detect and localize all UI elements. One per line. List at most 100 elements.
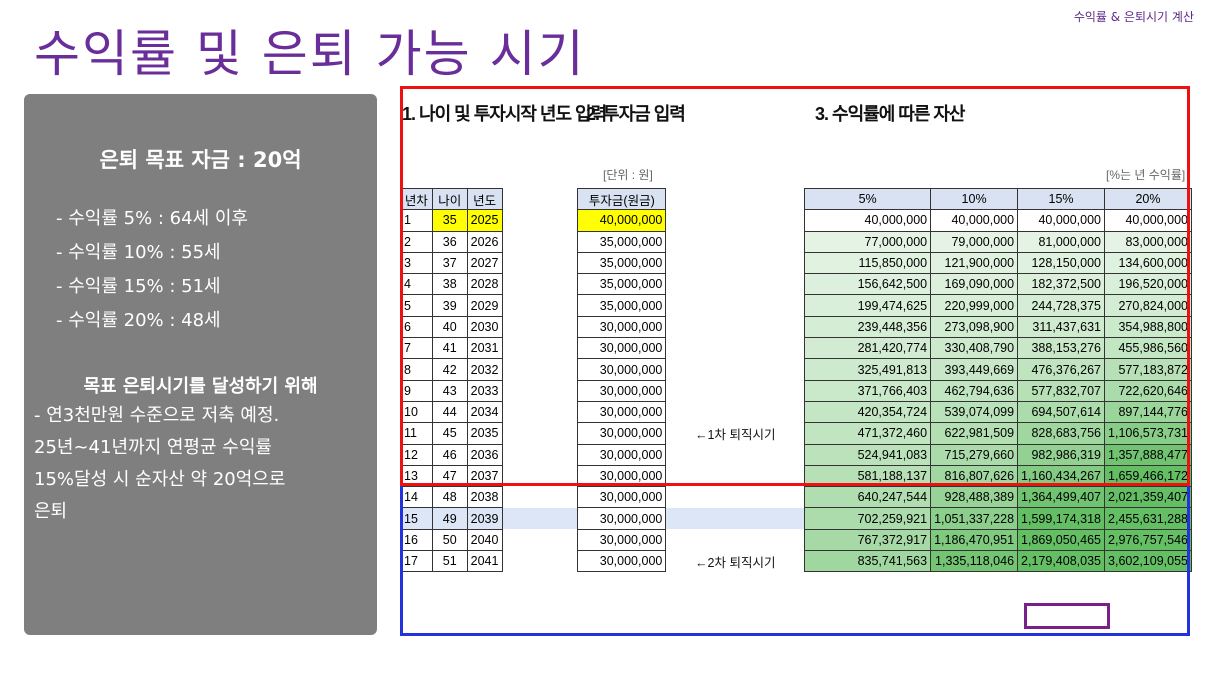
spacer-cell xyxy=(666,487,805,508)
rate-unit-label: [%는 년 수익률] xyxy=(1106,168,1186,182)
table-cell: 2036 xyxy=(466,443,503,466)
spacer-cell xyxy=(666,444,805,465)
spacer-cell xyxy=(502,189,578,210)
table-cell: 2035 xyxy=(466,422,503,445)
table-cell: 1,364,499,407 xyxy=(1017,486,1105,509)
table-cell: 715,279,660 xyxy=(930,443,1019,466)
table-cell: 311,437,631 xyxy=(1017,315,1105,339)
spacer-cell xyxy=(666,295,805,316)
table-cell: 462,794,636 xyxy=(930,379,1019,402)
spacer-cell xyxy=(502,359,578,380)
table-cell: 83,000,000 xyxy=(1104,230,1192,253)
retire-note-2: ←2차 퇴직시기 xyxy=(695,555,776,570)
table-cell: 81,000,000 xyxy=(1017,230,1105,253)
table-cell: 2,976,757,546 xyxy=(1104,528,1192,552)
table-cell: 2026 xyxy=(466,230,503,253)
table-cell: 44 xyxy=(431,400,468,424)
table-cell: 1,599,174,318 xyxy=(1017,507,1105,530)
table-cell: 38 xyxy=(431,273,468,296)
table-row: 15 49 2039 30,000,000 702,259,921 1,051,337,2… xyxy=(400,507,1192,530)
table-cell: 767,372,917 xyxy=(804,528,932,552)
table-cell: 41 xyxy=(431,337,468,360)
spacer-cell xyxy=(666,380,805,401)
table-cell: 371,766,403 xyxy=(804,379,932,402)
spacer-cell xyxy=(502,551,578,572)
table-cell: 2030 xyxy=(466,315,503,339)
table-cell: 46 xyxy=(431,443,468,466)
table-cell: 43 xyxy=(431,379,468,402)
table-cell: 539,074,099 xyxy=(930,400,1019,424)
table-cell: 40,000,000 xyxy=(1017,209,1105,232)
table-cell: 1,051,337,228 xyxy=(930,507,1019,530)
spacer-cell xyxy=(666,210,805,231)
table-cell: 40,000,000 xyxy=(804,209,932,232)
spacer-cell xyxy=(502,231,578,252)
table-cell: 115,850,000 xyxy=(804,251,932,275)
table-row: 8 42 2032 30,000,000 325,491,813 393,449,669 4… xyxy=(400,358,1192,381)
spacer-cell xyxy=(502,274,578,295)
table-row: 16 50 2040 30,000,000 767,372,917 1,186,470,9… xyxy=(400,528,1192,552)
table-cell: 2025 xyxy=(466,209,503,232)
table-cell: 182,372,500 xyxy=(1017,273,1105,296)
header-cell: 나이 xyxy=(431,187,468,211)
table-cell: 40,000,000 xyxy=(930,209,1019,232)
retirement-goal: 은퇴 목표 자금 : 20억 xyxy=(99,148,302,172)
table-cell: 169,090,000 xyxy=(930,273,1019,296)
table-cell: 220,999,000 xyxy=(930,294,1019,317)
table-cell: 2034 xyxy=(466,400,503,424)
spacer-cell xyxy=(502,507,578,530)
retire-note-1: ←1차 퇴직시기 xyxy=(695,427,776,442)
table-cell: 45 xyxy=(431,422,468,445)
table-cell: 196,520,000 xyxy=(1104,273,1192,296)
table-cell: 35,000,000 xyxy=(577,294,667,317)
table-cell: 622,981,509 xyxy=(930,422,1019,445)
header-cell: 20% xyxy=(1104,187,1192,211)
table-cell: 325,491,813 xyxy=(804,358,932,381)
table-cell: 37 xyxy=(431,251,468,275)
table-cell: 30,000,000 xyxy=(577,507,667,530)
table-cell: 42 xyxy=(431,358,468,381)
table-cell: 471,372,460 xyxy=(804,422,932,445)
table-cell: 8 xyxy=(400,358,433,381)
spacer-cell xyxy=(502,401,578,422)
header-cell: 15% xyxy=(1017,187,1105,211)
table-cell: 2038 xyxy=(466,486,503,509)
asset-table: 년차 나이 년도 투자금(원금) 5% 10% 15% 20% 1 35 2025 40,000,00… xyxy=(400,187,1192,573)
table-row: 17 51 2041 30,000,000 ←2차 퇴직시기 835,741,563 1,3… xyxy=(400,550,1192,573)
table-cell: 40 xyxy=(431,315,468,339)
table-cell: 581,188,137 xyxy=(804,464,932,488)
rate-item: - 수익률 10% : 55세 xyxy=(56,242,221,263)
summary-panel: 은퇴 목표 자금 : 20억 - 수익률 5% : 64세 이후 - 수익률 1… xyxy=(24,94,377,635)
spacer-cell xyxy=(666,401,805,422)
table-cell: 35,000,000 xyxy=(577,230,667,253)
header-cell: 5% xyxy=(804,187,932,211)
table-row: 7 41 2031 30,000,000 281,420,774 330,408,790 3… xyxy=(400,337,1192,360)
table-cell: 30,000,000 xyxy=(577,443,667,466)
table-cell: 1,160,434,267 xyxy=(1017,464,1105,488)
table-cell: 121,900,000 xyxy=(930,251,1019,275)
spacer-cell xyxy=(666,338,805,359)
table-cell: 30,000,000 xyxy=(577,400,667,424)
table-cell: 2,179,408,035 xyxy=(1017,550,1105,573)
table-cell: 694,507,614 xyxy=(1017,400,1105,424)
table-cell: 2039 xyxy=(466,507,503,530)
table-cell: 270,824,000 xyxy=(1104,294,1192,317)
table-cell: 393,449,669 xyxy=(930,358,1019,381)
table-cell: 6 xyxy=(400,315,433,339)
spacer-cell xyxy=(502,252,578,273)
table-row: 3 37 2027 35,000,000 115,850,000 121,900,000 1… xyxy=(400,251,1192,275)
rate-list: - 수익률 5% : 64세 이후 - 수익률 10% : 55세 - 수익률 … xyxy=(24,202,377,338)
table-cell: 722,620,646 xyxy=(1104,379,1192,402)
table-cell: 17 xyxy=(400,550,433,573)
table-cell: 2040 xyxy=(466,528,503,552)
table-cell: 2028 xyxy=(466,273,503,296)
table-cell: 2041 xyxy=(466,550,503,573)
table-cell: 10 xyxy=(400,400,433,424)
table-cell: 3,602,109,055 xyxy=(1104,550,1192,573)
table-cell: 134,600,000 xyxy=(1104,251,1192,275)
table-cell: 1,186,470,951 xyxy=(930,528,1019,552)
header-cell: 투자금(원금) xyxy=(577,187,667,211)
table-row: 12 46 2036 30,000,000 524,941,083 715,279,660… xyxy=(400,443,1192,466)
table-cell: 49 xyxy=(431,507,468,530)
table-cell: 77,000,000 xyxy=(804,230,932,253)
